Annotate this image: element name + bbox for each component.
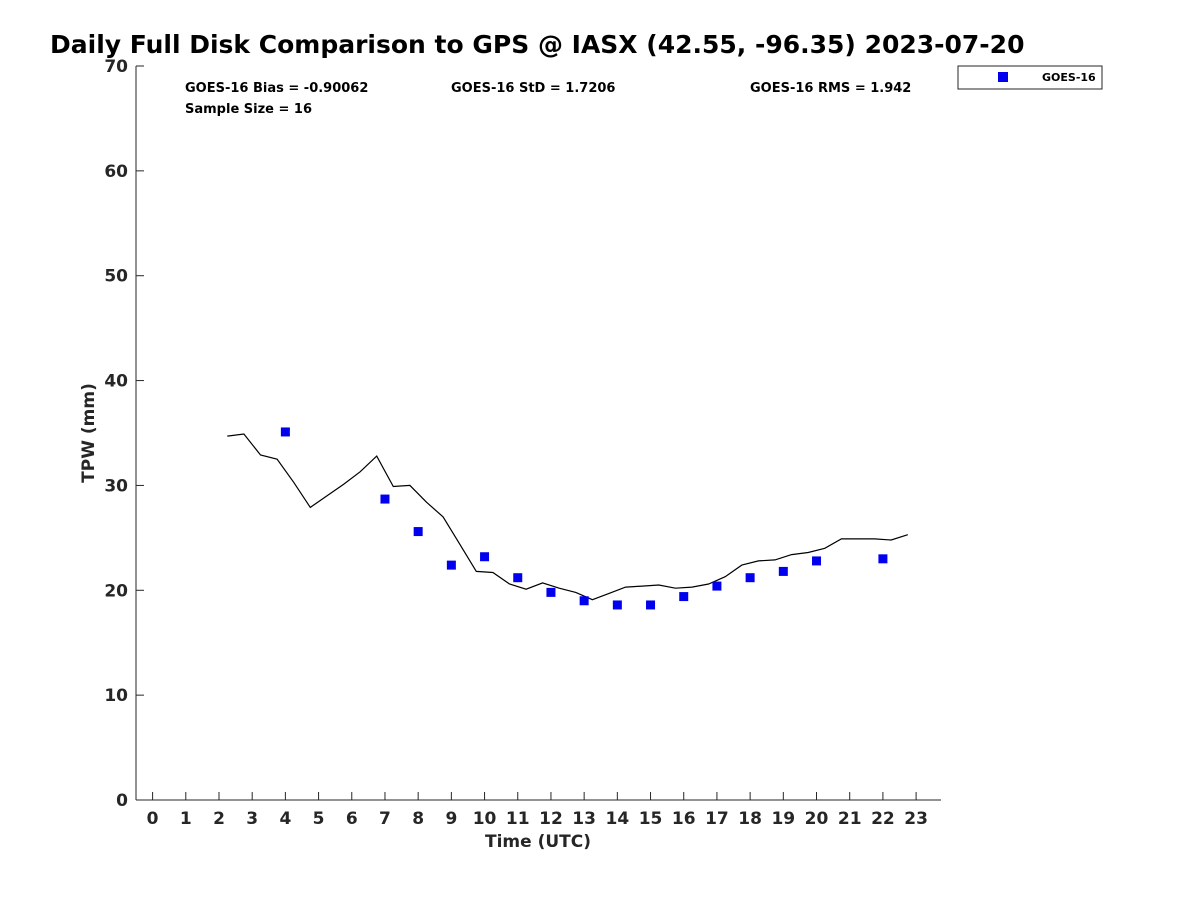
x-tick-label: 5 (313, 809, 325, 829)
x-tick-label: 10 (473, 809, 497, 829)
goes16-point (280, 427, 290, 437)
axes (135, 66, 941, 801)
x-tick-label: 4 (279, 809, 291, 829)
sample-size-annotation: Sample Size = 16 (185, 102, 312, 117)
goes16-point (446, 560, 456, 570)
y-tick-label: 60 (104, 162, 128, 182)
std-annotation: GOES-16 StD = 1.7206 (451, 81, 615, 96)
x-tick-label: 17 (705, 809, 729, 829)
x-tick-label: 0 (147, 809, 159, 829)
goes16-point (646, 600, 656, 610)
goes16-point (513, 573, 523, 583)
x-tick-label: 22 (871, 809, 895, 829)
goes16-point (812, 556, 822, 566)
y-tick-label: 30 (104, 476, 128, 496)
y-tick-label: 20 (104, 581, 128, 601)
x-tick-label: 20 (805, 809, 829, 829)
x-tick-label: 11 (506, 809, 530, 829)
x-tick-label: 3 (246, 809, 258, 829)
goes16-point (778, 566, 788, 576)
x-tick-label: 15 (639, 809, 663, 829)
x-tick-label: 13 (572, 809, 596, 829)
x-ticks: 0 1 2 3 4 5 6 7 8 9 10 11 12 13 14 15 16 17 18 19 20 21 22 23 (147, 792, 928, 829)
x-tick-label: 21 (838, 809, 862, 829)
x-tick-label: 7 (379, 809, 391, 829)
y-tick-label: 10 (104, 686, 128, 706)
series-points-group (280, 427, 888, 610)
x-tick-label: 23 (904, 809, 928, 829)
x-tick-label: 8 (412, 809, 424, 829)
y-tick-label: 40 (104, 372, 128, 392)
legend-label-goes16: GOES-16 (1042, 71, 1096, 84)
legend: GOES-16 (957, 65, 1103, 90)
x-axis-label: Time (UTC) (485, 832, 591, 852)
y-axis-label: TPW (mm) (79, 383, 99, 483)
x-tick-label: 6 (346, 809, 358, 829)
x-tick-label: 9 (445, 809, 457, 829)
x-tick-label: 19 (771, 809, 795, 829)
y-tick-label: 50 (104, 267, 128, 287)
goes16-point (579, 596, 589, 606)
goes16-point (712, 581, 722, 591)
stats-annotations: GOES-16 Bias = -0.90062 GOES-16 StD = 1.… (185, 81, 911, 117)
goes16-point (546, 587, 556, 597)
x-tick-label: 18 (738, 809, 762, 829)
y-tick-label: 70 (104, 57, 128, 77)
x-tick-label: 12 (539, 809, 563, 829)
goes16-point (380, 494, 390, 504)
goes16-point (679, 592, 689, 602)
y-ticks: 0 10 20 30 40 50 60 70 (104, 57, 144, 811)
x-tick-label: 1 (180, 809, 192, 829)
legend-box (957, 65, 1103, 90)
goes16-point (878, 554, 888, 564)
chart-title: Daily Full Disk Comparison to GPS @ IASX… (50, 30, 1025, 59)
goes16-point (745, 573, 755, 583)
x-tick-label: 14 (606, 809, 630, 829)
series-line-group (227, 433, 908, 601)
bias-annotation: GOES-16 Bias = -0.90062 (185, 81, 368, 96)
gps-line (227, 433, 908, 601)
goes16-point (413, 527, 423, 537)
legend-marker-goes16 (998, 72, 1008, 82)
x-tick-label: 16 (672, 809, 696, 829)
y-tick-label: 0 (116, 791, 128, 811)
rms-annotation: GOES-16 RMS = 1.942 (750, 81, 911, 96)
goes16-point (612, 600, 622, 610)
x-tick-label: 2 (213, 809, 225, 829)
goes16-point (480, 552, 490, 562)
